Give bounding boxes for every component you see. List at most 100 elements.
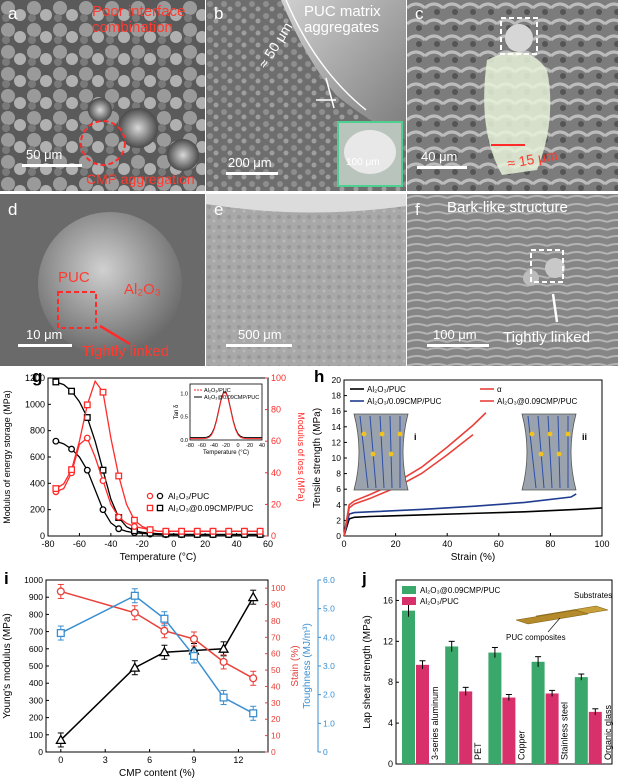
inset-node-h bbox=[361, 431, 367, 437]
sem-image-a bbox=[0, 0, 205, 191]
data-point-g-0 bbox=[83, 466, 91, 474]
inset-x-tick-label-g: -80 bbox=[186, 443, 194, 449]
bar-j-0 bbox=[531, 661, 545, 764]
y-right1-tick-label-i: 70 bbox=[271, 632, 281, 642]
tightly-linked-text-d: Tightly linked bbox=[82, 343, 169, 360]
y-tick-label-j: 12 bbox=[383, 636, 393, 646]
data-point-g-1 bbox=[52, 378, 60, 386]
y-right2-tick-label-i: 5.0 bbox=[323, 604, 335, 614]
data-point-g-0 bbox=[68, 445, 76, 453]
y-tick-label-i: 800 bbox=[29, 609, 43, 619]
y-tick-label-h: 10 bbox=[332, 453, 342, 463]
y-right2-tick-label-i: 4.0 bbox=[323, 632, 335, 642]
inset-label-h-0: i bbox=[414, 432, 417, 442]
data-point-i-1 bbox=[130, 608, 139, 617]
legend-label-j-1: Al₂O₃/PUC bbox=[420, 597, 459, 606]
bar-j-0 bbox=[402, 610, 415, 764]
panel-label-b: b bbox=[214, 4, 224, 23]
inset-node-h bbox=[529, 431, 535, 437]
data-point-i-0 bbox=[55, 734, 67, 745]
data-point-i-0 bbox=[247, 591, 259, 602]
inset-curve-g-0 bbox=[189, 391, 262, 439]
legend-swatch-j-1 bbox=[402, 597, 416, 605]
data-point-g-3 bbox=[209, 527, 217, 535]
data-point-g-2 bbox=[99, 477, 107, 485]
y-tick-label-g: 0 bbox=[40, 531, 45, 541]
series-line-i-1 bbox=[60, 590, 254, 679]
y-right1-tick-label-i: 20 bbox=[271, 714, 281, 724]
y-tick-label-h: 4 bbox=[336, 500, 341, 510]
scale-label-a: 50 μm bbox=[26, 147, 63, 162]
scale-bar-a bbox=[22, 164, 82, 167]
y-tick-label-i: 700 bbox=[29, 627, 43, 637]
inset-node-h bbox=[556, 451, 562, 457]
inset-x-title-g: Temperature (°C) bbox=[203, 450, 249, 456]
annotation-pointer-j bbox=[547, 617, 561, 633]
y-tick-label-h: 6 bbox=[336, 484, 341, 494]
inset-y-title-g: Tan δ bbox=[174, 404, 180, 419]
inset-curve-g-1 bbox=[189, 392, 262, 440]
legend-label-h-0: Al₂O₃/PUC bbox=[367, 385, 406, 394]
inset-node-h bbox=[370, 451, 376, 457]
x-tick-label-g: -40 bbox=[104, 539, 117, 549]
data-point-g-3 bbox=[193, 527, 201, 535]
y-tick-label-i: 400 bbox=[29, 678, 43, 688]
y-right1-tick-label-i: 40 bbox=[271, 681, 281, 691]
x-tick-label-i: 12 bbox=[233, 755, 243, 765]
scale-label-d: 10 μm bbox=[26, 327, 63, 342]
y-right-tick-label-g: 0 bbox=[271, 531, 276, 541]
chart-j: j 0 4 8 12 16 Lap shear strength (MPa) 3-series… bbox=[361, 570, 613, 769]
y-tick-label-h: 16 bbox=[332, 406, 342, 416]
panel-label-i: i bbox=[4, 570, 9, 588]
y-tick-label-g: 800 bbox=[30, 426, 45, 436]
panel-label-c: c bbox=[415, 4, 424, 23]
panel-label-g: g bbox=[32, 368, 42, 386]
data-point-g-3 bbox=[178, 527, 186, 535]
scale-label-c: 40 μm bbox=[421, 149, 458, 164]
y-right2-tick-label-i: 2.0 bbox=[323, 690, 335, 700]
legend-marker-g-black-0 bbox=[156, 492, 164, 500]
bar-j-1 bbox=[416, 664, 429, 764]
x-tick-label-h: 100 bbox=[594, 539, 609, 549]
inset-legend-label-g-1: Al₂O₃@0.09CMP/PUC bbox=[204, 395, 259, 401]
y-tick-label-i: 100 bbox=[29, 730, 43, 740]
inset-x-tick-label-g: -40 bbox=[210, 443, 218, 449]
y-right-tick-label-g: 100 bbox=[271, 373, 286, 383]
y-right2-tick-label-i: 3.0 bbox=[323, 661, 335, 671]
y-tick-label-g: 1200 bbox=[25, 373, 45, 383]
x-tick-label-i: 3 bbox=[103, 755, 108, 765]
chart-h: h 0 20 40 60 80 100 0 2 4 6 8 10 12 14 16 18 20 Strain (%)… bbox=[312, 368, 610, 563]
annotation-puc-composites-j: PUC composites bbox=[506, 633, 566, 642]
series-line-h-1 bbox=[343, 493, 577, 537]
data-point-i-0 bbox=[158, 646, 170, 657]
sem-image-c bbox=[407, 0, 618, 191]
series-line-h-3 bbox=[343, 433, 474, 537]
legend-label-j-0: Al₂O₃@0.09CMP/PUC bbox=[420, 586, 501, 595]
sem-panel-f: f Bark-like structure Tightly linked 100… bbox=[407, 194, 618, 366]
scale-bar-b bbox=[226, 172, 278, 175]
y-axis-title-g: Modulus of energy storage (MPa) bbox=[2, 390, 12, 524]
inset-y-tick-label-g: 1.0 bbox=[180, 391, 188, 397]
sem-panel-d: d PUC Al₂O₃ Tightly linked 10 μm bbox=[0, 194, 205, 366]
inset-node-h bbox=[397, 431, 403, 437]
y-tick-label-j: 16 bbox=[383, 595, 393, 605]
x-axis-title-g: Temperature (°C) bbox=[120, 552, 197, 563]
inset-x-tick-label-g: 0 bbox=[236, 443, 239, 449]
legend-label-h-2: Al₂O₃/0.09CMP/PUC bbox=[367, 397, 442, 406]
inset-schematic-h-1 bbox=[521, 413, 577, 491]
scale-label-f: 100 μm bbox=[433, 327, 477, 342]
y-right2-tick-label-i: 1.0 bbox=[323, 718, 335, 728]
inset-node-h bbox=[379, 431, 385, 437]
bar-j-1 bbox=[502, 697, 516, 764]
y-tick-label-j: 4 bbox=[388, 718, 393, 728]
category-label-j: Organic glass bbox=[603, 704, 613, 760]
data-point-g-0 bbox=[99, 506, 107, 514]
puc-text-d: PUC bbox=[58, 269, 90, 286]
x-tick-label-g: 0 bbox=[171, 539, 176, 549]
y-right-tick-label-g: 80 bbox=[271, 405, 281, 415]
x-axis-title-i: CMP content (%) bbox=[119, 768, 195, 779]
y-tick-label-i: 900 bbox=[29, 592, 43, 602]
bar-j-0 bbox=[488, 652, 502, 764]
legend-label-g-1: Al₂O₃@0.09CMP/PUC bbox=[168, 503, 253, 513]
x-tick-label-i: 9 bbox=[191, 755, 196, 765]
